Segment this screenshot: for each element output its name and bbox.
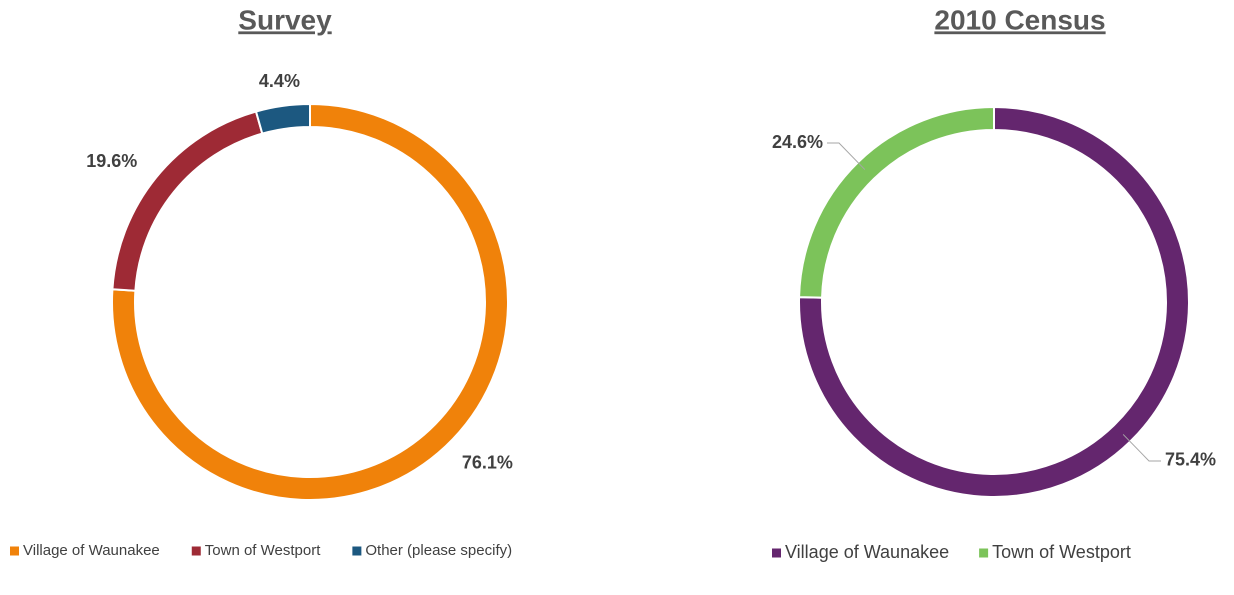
data-label: 4.4% xyxy=(259,71,300,91)
donut-slice xyxy=(798,105,995,299)
data-label: 19.6% xyxy=(86,151,137,171)
leader-line xyxy=(827,142,866,170)
chart: 2010 Census 75.4% 24.6% Village of Waunakee… xyxy=(772,4,1216,561)
legend-swatch xyxy=(10,546,19,556)
legend-label: Town of Westport xyxy=(992,542,1131,562)
donut-slice xyxy=(111,102,509,501)
chart: Survey 76.1% 19.6% 4.4% Village of Waunakee T… xyxy=(10,4,513,559)
data-label: 24.6% xyxy=(772,132,823,152)
leader-line xyxy=(1122,434,1161,462)
legend-label: Village of Waunakee xyxy=(23,542,160,559)
donut-slice xyxy=(254,102,311,135)
legend-label: Other (please specify) xyxy=(365,542,512,559)
chart-title: 2010 Census xyxy=(934,4,1105,35)
legend-swatch xyxy=(772,548,781,558)
legend-label: Town of Westport xyxy=(205,542,321,559)
legend-label: Village of Waunakee xyxy=(785,542,949,562)
legend-swatch xyxy=(979,548,989,558)
donut-slice xyxy=(798,105,1190,498)
legend-swatch xyxy=(191,546,201,556)
legend-swatch xyxy=(352,546,362,556)
data-label: 75.4% xyxy=(1165,450,1216,470)
data-label: 76.1% xyxy=(462,453,513,473)
donut-slice xyxy=(111,110,264,292)
chart-title: Survey xyxy=(238,4,332,35)
